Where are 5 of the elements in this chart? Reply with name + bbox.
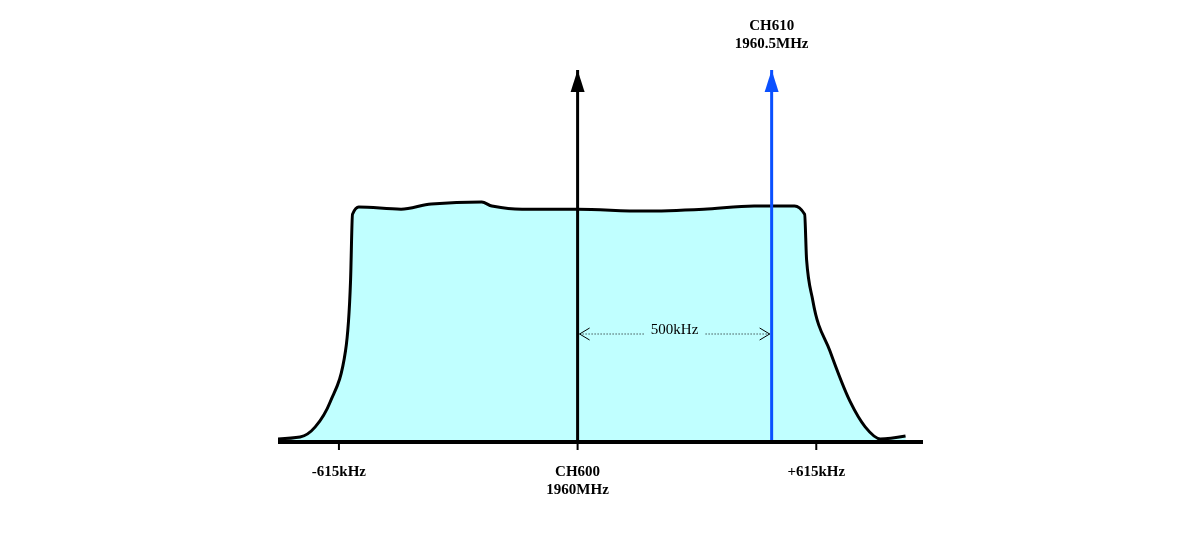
x-tick-label: CH600 1960MHz bbox=[546, 463, 610, 497]
annotation: 500kHz bbox=[650, 321, 699, 337]
x-tick-label: +615kHz bbox=[787, 463, 846, 479]
x-tick-label: -615kHz bbox=[311, 463, 367, 479]
ref-line-label: CH610 1960.5MHz bbox=[734, 17, 809, 51]
